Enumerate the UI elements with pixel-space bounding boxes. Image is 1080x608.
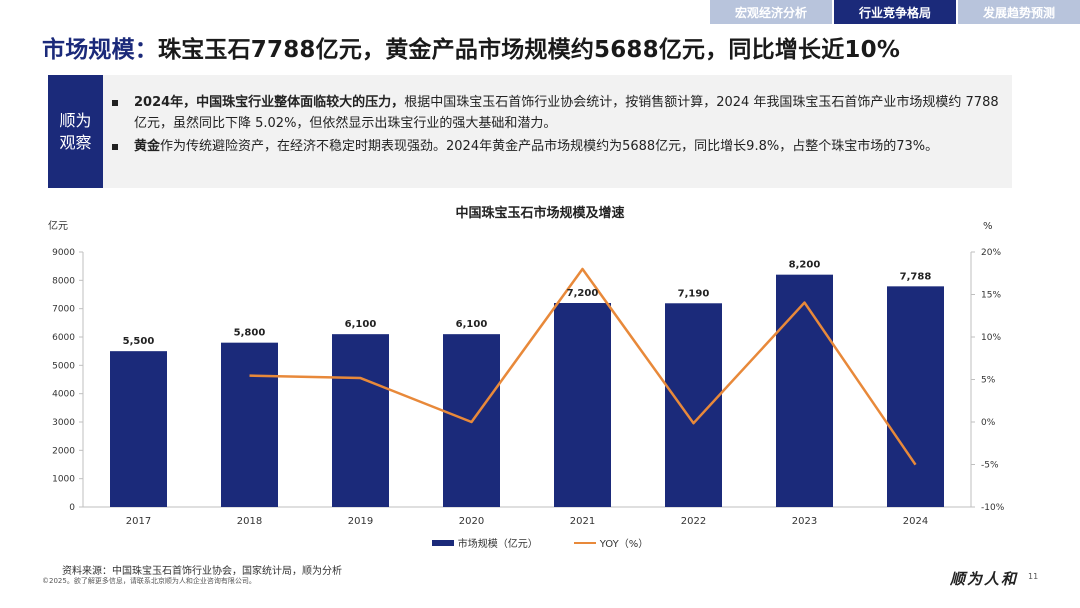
copyright-note: ©2025。欲了解更多信息，请联系北京顺为人和企业咨询有限公司。 (42, 577, 256, 585)
left-axis-unit: 亿元 (48, 219, 68, 232)
left-axis-tick-label: 9000 (52, 248, 75, 258)
tab-macro-economy[interactable]: 宏观经济分析 (710, 0, 832, 24)
bar-value-label: 6,100 (345, 319, 377, 330)
bar-series (110, 274, 944, 507)
source-note: 资料来源：中国珠宝玉石首饰行业协会，国家统计局，顺为分析 (62, 566, 342, 577)
bar-data-labels: 5,500 5,800 6,100 6,100 7,200 7,190 8,200 7,788 (123, 260, 932, 348)
x-axis-tick-label: 2019 (348, 516, 373, 527)
left-axis-tick-label: 8000 (52, 276, 75, 286)
observation-bullet: 黄金作为传统避险资产，在经济不稳定时期表现强劲。2024年黄金产品市场规模约为5… (110, 136, 1004, 157)
x-axis-tick-label: 2018 (237, 516, 262, 527)
bullet-text: 根据中国珠宝玉石首饰行业协会统计，按销售额计算，2024 年我国珠宝玉石首饰产业… (134, 95, 999, 131)
left-axis-tick-label: 6000 (52, 333, 75, 343)
right-axis-tick-label: -5% (981, 461, 999, 471)
title-rest: 珠宝玉石7788亿元，黄金产品市场规模约5688亿元，同比增长近10% (158, 37, 901, 63)
bar-market-size (332, 334, 389, 507)
chart-title: 中国珠宝玉石市场规模及增速 (455, 206, 625, 221)
bar-market-size (554, 303, 611, 507)
legend-label-yoy: YOY（%） (599, 539, 649, 550)
right-axis-unit: % (983, 221, 993, 232)
right-axis-tick-label: 0% (981, 418, 996, 428)
right-axis-tick-label: 20% (981, 248, 1001, 258)
bar-market-size (221, 342, 278, 507)
chart-legend: 市场规模（亿元） YOY（%） (0, 535, 1080, 550)
yoy-line-series (249, 267, 917, 466)
observation-panel: 顺为观察 2024年，中国珠宝行业整体面临较大的压力，根据中国珠宝玉石首饰行业协… (48, 75, 1012, 188)
tab-industry-competition[interactable]: 行业竞争格局 (834, 0, 956, 24)
yoy-line-path (249, 267, 917, 466)
bar-market-size (665, 303, 722, 507)
left-axis-tick-label: 5000 (52, 361, 75, 371)
x-axis-tick-label: 2022 (681, 516, 706, 527)
bar-value-label: 8,200 (789, 260, 821, 271)
tab-trend-forecast[interactable]: 发展趋势预测 (958, 0, 1080, 24)
bullet-bold: 2024年，中国珠宝行业整体面临较大的压力， (134, 95, 405, 110)
bar-market-size (887, 286, 944, 507)
observation-bullet: 2024年，中国珠宝行业整体面临较大的压力，根据中国珠宝玉石首饰行业协会统计，按… (110, 92, 1004, 134)
legend-item-yoy: YOY（%） (573, 535, 649, 550)
observation-label: 顺为观察 (48, 75, 103, 188)
page-number: 11 (1028, 572, 1039, 581)
right-axis-tick-label: 5% (981, 376, 996, 386)
right-axis-tick-label: 10% (981, 333, 1001, 343)
bar-market-size (110, 351, 167, 507)
left-axis-tick-label: 3000 (52, 418, 75, 428)
legend-label-market-size: 市场规模（亿元） (457, 539, 538, 550)
bullet-text: 作为传统避险资产，在经济不稳定时期表现强劲。2024年黄金产品市场规模约为568… (160, 139, 939, 154)
bar-value-label: 7,190 (678, 288, 710, 299)
right-axis-tick-label: 15% (981, 291, 1001, 301)
bar-value-label: 5,800 (234, 328, 266, 339)
x-axis-tick-label: 2021 (570, 516, 595, 527)
chart-axes: 0 1000 2000 3000 4000 5000 6000 7000 8000 9000 -10… (52, 248, 1005, 527)
top-nav-tabs: 宏观经济分析 行业竞争格局 发展趋势预测 (708, 0, 1080, 24)
title-highlight: 市场规模： (42, 37, 158, 63)
left-axis-tick-label: 7000 (52, 305, 75, 315)
bar-value-label: 7,200 (567, 288, 599, 299)
legend-bar-swatch (431, 539, 454, 546)
legend-item-market-size: 市场规模（亿元） (431, 535, 538, 550)
legend-line-swatch (573, 541, 596, 544)
observation-bullets: 2024年，中国珠宝行业整体面临较大的压力，根据中国珠宝玉石首饰行业协会统计，按… (110, 92, 1004, 159)
bullet-bold: 黄金 (134, 139, 161, 154)
x-axis-tick-label: 2017 (126, 516, 151, 527)
company-logo: 顺为人和 (950, 570, 1019, 588)
left-axis-tick-label: 4000 (52, 390, 75, 400)
bar-value-label: 6,100 (456, 319, 488, 330)
left-axis-tick-label: 0 (69, 503, 75, 513)
x-axis-tick-label: 2020 (459, 516, 484, 527)
bar-value-label: 5,500 (123, 336, 155, 347)
page-title: 市场规模：珠宝玉石7788亿元，黄金产品市场规模约5688亿元，同比增长近10% (42, 30, 900, 64)
left-axis-tick-label: 2000 (52, 446, 75, 456)
left-axis-tick-label: 1000 (52, 475, 75, 485)
right-axis-tick-label: -10% (981, 503, 1005, 513)
x-axis-tick-label: 2024 (903, 516, 928, 527)
bar-value-label: 7,788 (900, 271, 932, 282)
bar-market-size (776, 274, 833, 507)
x-axis-tick-label: 2023 (792, 516, 817, 527)
